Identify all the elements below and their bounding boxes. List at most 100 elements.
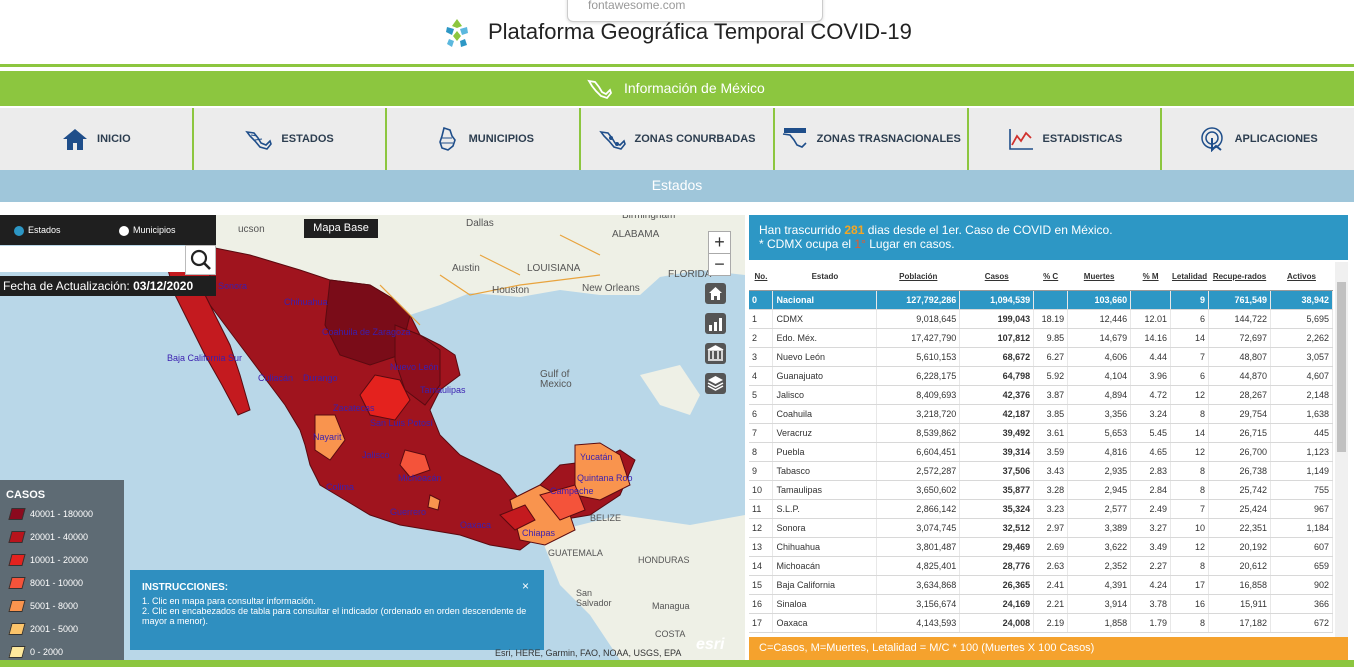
column-header[interactable]: Población (876, 262, 960, 291)
table-row[interactable]: 11 S.L.P. 2,866,142 35,324 3.23 2,577 2.49 7 25,… (749, 499, 1333, 519)
table-row[interactable]: 1 CDMX 9,018,645 199,043 18.19 12,446 12.01 6 14… (749, 309, 1333, 329)
table-cell: 2,935 (1067, 461, 1132, 481)
radio-estados-label: Estados (28, 225, 61, 235)
column-header[interactable]: Casos (959, 262, 1034, 291)
legend-item: 10001 - 20000 (8, 553, 88, 567)
state-campeche[interactable] (539, 484, 586, 521)
table-cell: 199,043 (959, 309, 1035, 329)
nav-item-label: APLICACIONES (1234, 133, 1318, 145)
state-morelos[interactable] (427, 494, 441, 511)
table-row[interactable]: 16 Sinaloa 3,156,674 24,169 2.21 3,914 3.78 16 1… (749, 594, 1333, 614)
table-tool-button[interactable] (705, 343, 726, 364)
nav-item-zonas-conurbadas[interactable]: ZONAS CONURBADAS (581, 108, 775, 170)
instructions-panel: INSTRUCCIONES: 1. Clic en mapa para cons… (130, 570, 544, 650)
state-zacatecas[interactable] (359, 374, 411, 421)
table-row[interactable]: 12 Sonora 3,074,745 32,512 2.97 3,389 3.27 10 22… (749, 518, 1333, 538)
scrollbar-thumb[interactable] (1337, 282, 1346, 452)
table-row[interactable]: 4 Guanajuato 6,228,175 64,798 5.92 4,104 3.96 6… (749, 366, 1333, 386)
table-row[interactable]: 10 Tamaulipas 3,650,602 35,877 3.28 2,945 2.84… (749, 480, 1333, 500)
table-row[interactable]: 6 Coahuila 3,218,720 42,187 3.85 3,356 3.24 8 29… (749, 404, 1333, 424)
column-header[interactable]: No. (749, 262, 773, 291)
table-row[interactable]: 5 Jalisco 8,409,693 42,376 3.87 4,894 4.72 12 28… (749, 385, 1333, 405)
table-cell: 4,825,401 (876, 556, 961, 576)
zoom-out-button[interactable]: − (708, 253, 731, 276)
place-label: Birmingham (622, 215, 676, 221)
table-cell: 25,742 (1208, 480, 1271, 500)
table-cell: 3,801,487 (876, 537, 961, 557)
place-label: COSTA (655, 629, 686, 639)
table-cell: 9.85 (1033, 328, 1069, 348)
map-canvas[interactable] (0, 215, 745, 660)
table-row[interactable]: 2 Edo. Méx. 17,427,790 107,812 9.85 14,679 14.… (749, 328, 1333, 348)
zoom-in-button[interactable]: + (708, 231, 731, 254)
nav-item-label: ZONAS CONURBADAS (634, 133, 756, 145)
table-cell: 3,650,602 (876, 480, 961, 500)
state-label: Oaxaca (460, 520, 492, 530)
table-cell: 14 (1170, 328, 1210, 348)
nav-item-zonas-trasnacionales[interactable]: ZONAS TRASNACIONALES (775, 108, 969, 170)
table-row[interactable]: 9 Tabasco 2,572,287 37,506 3.43 2,935 2.83 8 26,… (749, 461, 1333, 481)
table-cell: 4,816 (1067, 442, 1132, 462)
column-header[interactable]: Recupe-rados (1208, 262, 1271, 291)
table-row-national[interactable]: 0 Nacional 127,792,286 1,094,539 103,660 9 761… (749, 290, 1333, 310)
table-cell: 607 (1270, 537, 1333, 557)
table-cell: 28,776 (959, 556, 1035, 576)
basemap-button[interactable]: Mapa Base (304, 219, 378, 238)
column-header[interactable]: Muertes (1067, 262, 1131, 291)
state-queretaro[interactable] (399, 449, 431, 478)
table-row[interactable]: 8 Puebla 6,604,451 39,314 3.59 4,816 4.65 12 26,… (749, 442, 1333, 462)
table-cell: 16 (1170, 594, 1210, 614)
place-label: Dallas (466, 218, 494, 229)
column-header[interactable]: % C (1033, 262, 1068, 291)
table-cell: S.L.P. (772, 499, 878, 519)
nav-item-aplicaciones[interactable]: APLICACIONES (1162, 108, 1354, 170)
state-label: San Luis Potosí (370, 418, 434, 428)
stats-tool-button[interactable] (705, 313, 726, 334)
table-cell: 24,008 (959, 613, 1035, 633)
table-row[interactable]: 7 Veracruz 8,539,862 39,492 3.61 5,653 5.45 14 2… (749, 423, 1333, 443)
legend-item: 5001 - 8000 (8, 599, 79, 613)
place-label: Austin (452, 263, 480, 274)
search-button[interactable] (185, 245, 216, 275)
state-label: Chiapas (522, 528, 556, 538)
home-extent-button[interactable] (705, 283, 726, 304)
layers-button[interactable] (705, 373, 726, 394)
table-cell: 6.27 (1033, 347, 1069, 367)
nav-item-municipios[interactable]: MUNICIPIOS (387, 108, 582, 170)
table-cell: 3,622 (1067, 537, 1132, 557)
legend-label: 5001 - 8000 (30, 601, 79, 611)
state-tabasco[interactable] (499, 504, 536, 531)
state-nuevo-leon[interactable] (394, 324, 441, 406)
table-row[interactable]: 17 Oaxaca 4,143,593 24,008 2.19 1,858 1.79 8 17,… (749, 613, 1333, 633)
table-row[interactable]: 13 Chihuahua 3,801,487 29,469 2.69 3,622 3.49 1… (749, 537, 1333, 557)
nav-item-estados[interactable]: ESTADOS (194, 108, 388, 170)
main-nav: INICIO ESTADOS MUNICIPIOS ZONAS CONURBAD… (0, 108, 1354, 170)
radio-estados[interactable] (14, 226, 24, 236)
state-nayarit[interactable] (314, 414, 346, 461)
column-header[interactable]: Letalidad (1170, 262, 1209, 291)
table-row[interactable]: 3 Nuevo León 5,610,153 68,672 6.27 4,606 4.44 7… (749, 347, 1333, 367)
column-header[interactable]: % M (1130, 262, 1171, 291)
table-cell: 2,352 (1067, 556, 1132, 576)
nav-item-inicio[interactable]: INICIO (0, 108, 194, 170)
table-cell: 366 (1270, 594, 1333, 614)
nav-item-estadisticas[interactable]: ESTADISTICAS (969, 108, 1163, 170)
close-icon[interactable]: × (522, 579, 530, 593)
mexico-states[interactable] (189, 244, 636, 551)
instructions-line: 2. Clic en encabezados de tabla para con… (142, 606, 527, 626)
esri-logo: esri (696, 636, 725, 653)
table-row[interactable]: 15 Baja California 3,634,868 26,365 2.41 4,39… (749, 575, 1333, 595)
table-cell: 967 (1270, 499, 1333, 519)
search-input[interactable] (0, 246, 185, 272)
radio-municipios[interactable] (119, 226, 129, 236)
table-cell: 3.49 (1130, 537, 1172, 557)
table-cell: Tamaulipas (772, 480, 878, 500)
table-cell: 2 (749, 328, 774, 348)
column-header[interactable]: Estado (772, 262, 877, 291)
table-cell: 3.87 (1033, 385, 1069, 405)
state-label: Guerrero (390, 507, 427, 517)
road-lines (379, 234, 601, 326)
table-cell: 2.97 (1033, 518, 1069, 538)
column-header[interactable]: Activos (1270, 262, 1333, 291)
table-row[interactable]: 14 Michoacán 4,825,401 28,776 2.63 2,352 2.27 8… (749, 556, 1333, 576)
